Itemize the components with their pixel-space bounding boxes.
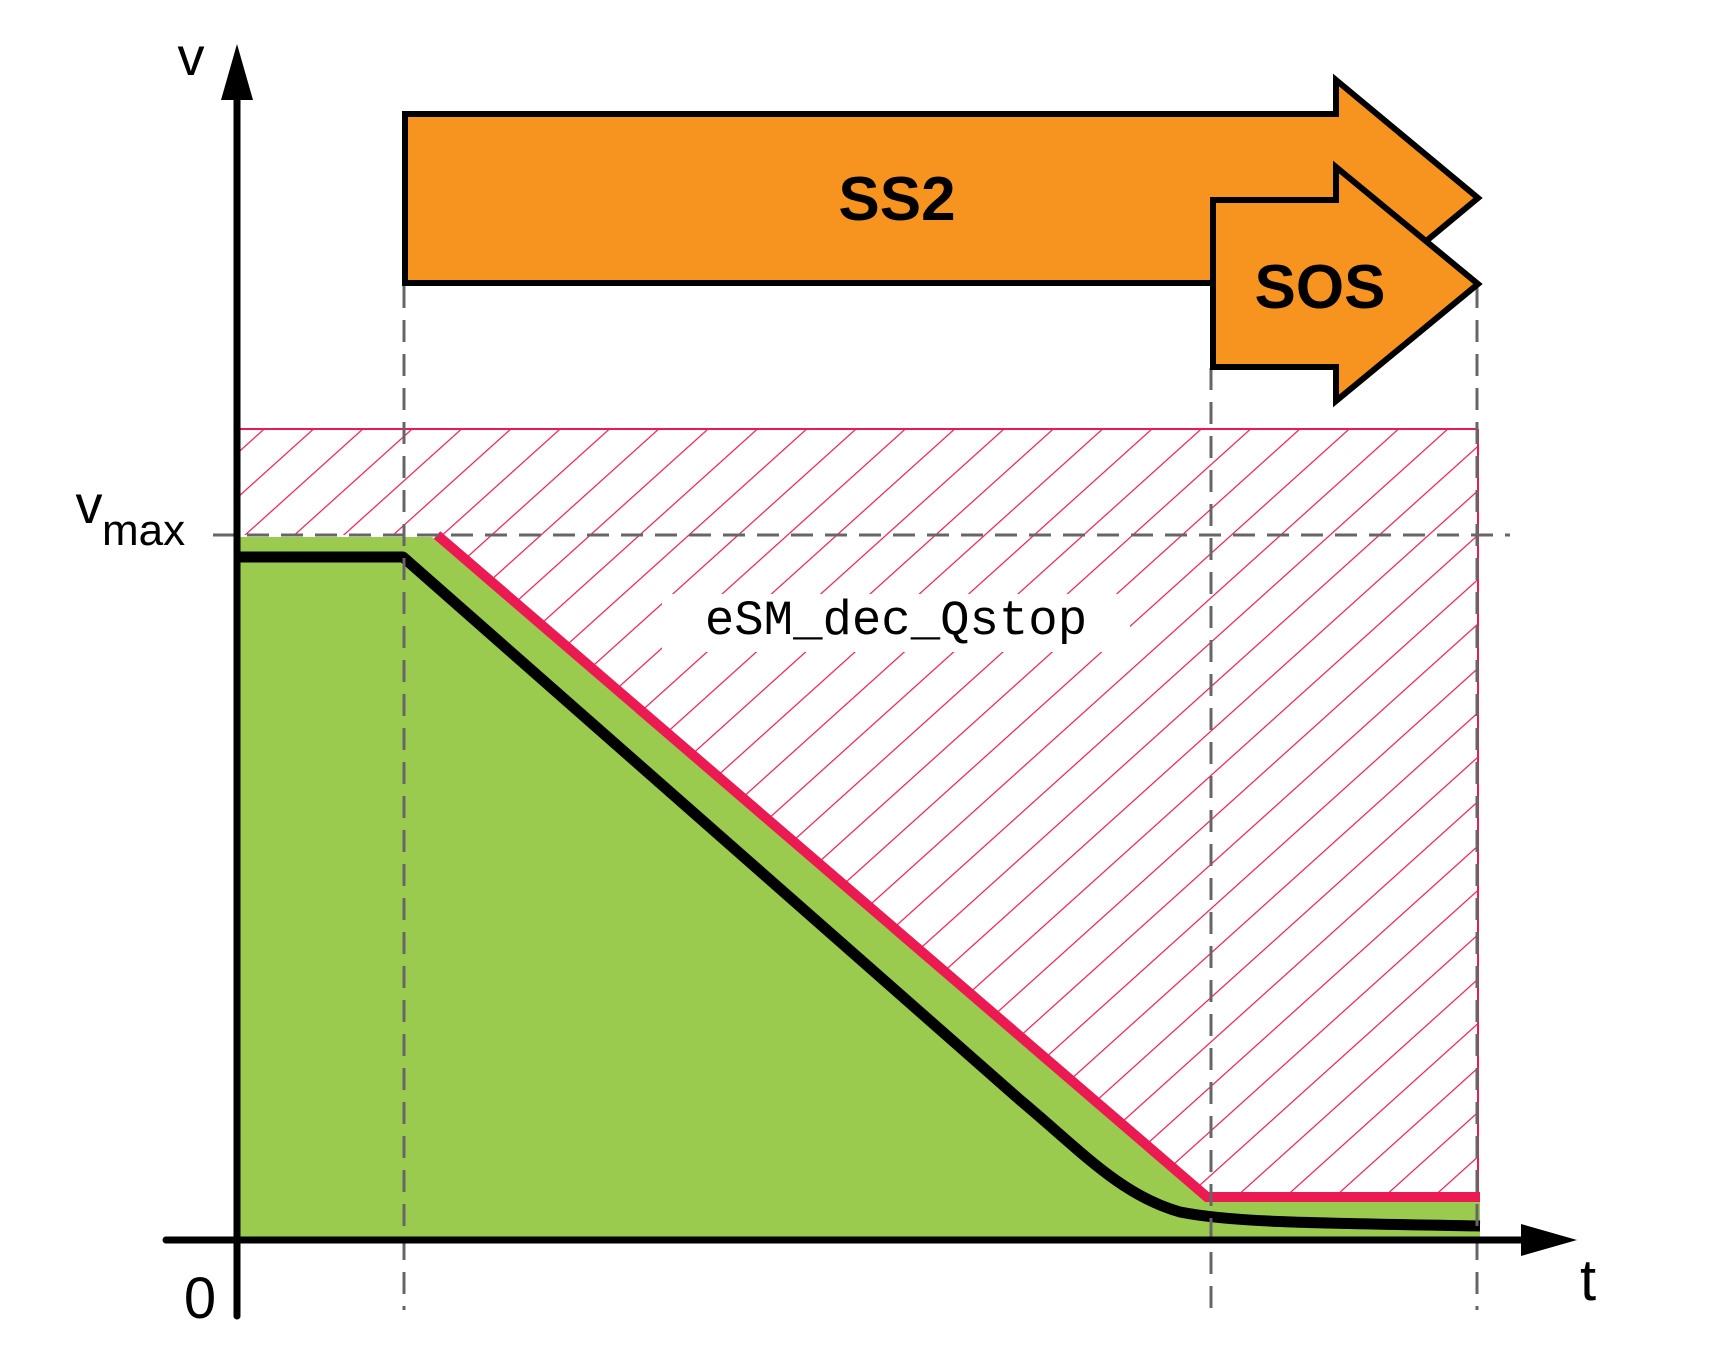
y-axis [221, 44, 253, 1320]
sos-label: SOS [1255, 253, 1386, 322]
deceleration-limit-curve [433, 531, 1480, 1202]
y-axis-arrow-icon [221, 44, 253, 100]
sos-phase-arrow: SOS [1210, 160, 1483, 408]
actual-speed-curve [240, 551, 1481, 1232]
x-axis [162, 1224, 1577, 1256]
permitted-speed-area [240, 537, 1480, 1239]
x-axis-arrow-icon [1521, 1224, 1577, 1256]
guide-lines [213, 286, 1510, 1310]
x-axis-label: t [1580, 1248, 1596, 1313]
vmax-label-main: v [76, 475, 103, 535]
ss2-label: SS2 [838, 165, 955, 234]
ramp-label-background [662, 594, 1130, 652]
vmax-label-sub: max [102, 506, 185, 555]
origin-label: 0 [184, 1266, 216, 1331]
y-axis-label: v [178, 27, 205, 87]
ramp-label: eSM_dec_Qstop [705, 593, 1087, 649]
